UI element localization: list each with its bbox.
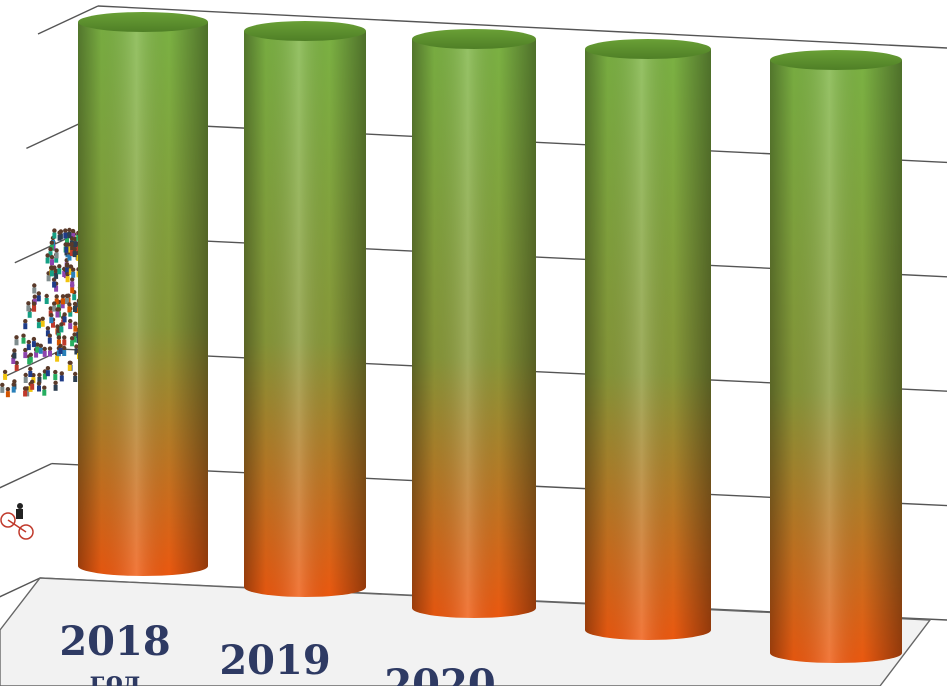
bar-shading	[244, 31, 366, 597]
bar-shading	[585, 49, 711, 640]
bar-cap	[585, 39, 711, 59]
bars	[78, 12, 902, 663]
bar-shading	[78, 22, 208, 576]
gridline-left-wall	[37, 5, 99, 35]
bar-cap	[412, 29, 536, 49]
bar	[78, 12, 208, 576]
category-labels: 2018 год 2019 2020	[59, 618, 495, 690]
gridline	[97, 5, 947, 49]
cyclist-icon	[0, 503, 34, 540]
bar	[412, 29, 536, 618]
bar	[770, 50, 902, 663]
category-label: 2020	[384, 661, 495, 686]
bar-shading	[412, 39, 536, 618]
bar-cap	[78, 12, 208, 32]
bar-cap	[244, 21, 366, 41]
gridline-left-wall	[26, 119, 87, 150]
bar	[585, 39, 711, 640]
decorations	[0, 227, 87, 540]
gridline-left-wall	[14, 234, 76, 264]
gridline-left-wall	[0, 462, 52, 489]
category-label: 2019	[219, 637, 330, 684]
bar-cap	[770, 50, 902, 70]
bar-shading	[770, 60, 902, 663]
bar	[244, 21, 366, 597]
gridline-left-wall	[2, 348, 64, 378]
gridline-left-wall	[0, 577, 41, 598]
category-sublabel: год	[90, 667, 141, 686]
category-label: 2018	[59, 618, 170, 665]
